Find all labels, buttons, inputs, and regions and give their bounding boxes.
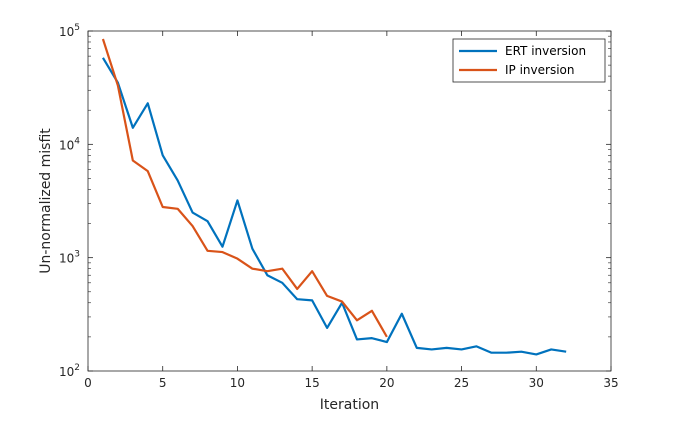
x-tick-label: 30 [529,376,544,390]
y-axis-label: Un-normalized misfit [38,128,54,274]
legend-label-0: ERT inversion [505,44,586,58]
y-tick-base: 10 [59,25,74,39]
y-tick-exponent: 3 [74,250,80,260]
y-tick-base: 10 [59,138,74,152]
y-tick-label: 105 [59,23,80,39]
x-tick-label: 35 [603,376,618,390]
x-axis-label: Iteration [320,397,379,413]
series-line-1 [101,38,388,338]
x-tick-label: 5 [159,376,167,390]
legend-box [452,38,606,83]
x-tick-label: 10 [230,376,245,390]
y-tick-exponent: 2 [74,363,80,373]
legend: ERT inversion IP inversion [452,38,606,83]
y-tick-exponent: 4 [74,136,80,146]
y-tick-base: 10 [59,365,74,379]
y-tick-base: 10 [59,252,74,266]
axes-box [87,30,612,372]
y-tick-label: 102 [59,363,80,379]
y-tick-exponent: 5 [74,23,80,33]
x-tick-label: 20 [379,376,394,390]
plot-area [101,38,567,356]
x-tick-label: 15 [305,376,320,390]
y-tick-label: 103 [59,250,80,266]
x-tick-label: 25 [454,376,469,390]
series-line-0 [101,57,567,356]
legend-label-1: IP inversion [505,63,574,77]
y-tick-label: 104 [59,136,80,152]
x-tick-label: 0 [84,376,92,390]
